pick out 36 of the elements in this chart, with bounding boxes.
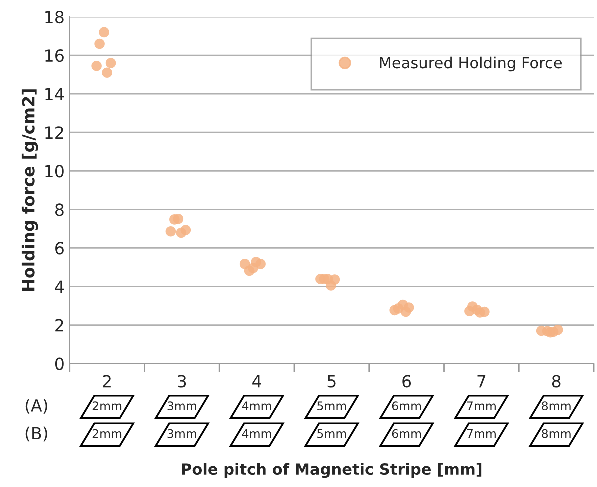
x-tick-label: 5 [328,375,336,388]
text: 3mm [168,402,196,411]
y-tick-label: 6 [56,242,64,255]
text: 5mm [318,430,346,438]
x-tick-label: 6 [402,375,412,388]
x-tick-label: 2 [103,375,111,388]
y-tick-label: 2 [56,319,64,332]
text: 4mm [242,402,272,410]
text: (B) [26,426,48,442]
x-tick-label: 8 [552,375,561,388]
y-tick-label: 8 [56,204,64,216]
y-tick-label: 4 [55,280,64,294]
text: 6mm [392,429,422,438]
text: 7mm [467,430,496,438]
text: 8mm [542,429,571,438]
text: 2mm [92,429,122,438]
y-tick-label: 16 [46,50,64,62]
text: 5mm [318,402,346,411]
x-tick-label: 3 [178,375,186,388]
y-tick-label: 18 [46,11,64,24]
x-tick-label: 7 [478,375,486,388]
x-axis-title: Pole pitch of Magnetic Stripe [mm] [182,463,482,478]
text: 7mm [467,402,496,410]
text: 6mm [392,402,422,411]
y-tick-label: 0 [55,358,64,370]
text: (A) [26,399,48,414]
y-axis-title: Holding force [g/cm2] [22,90,38,292]
x-tick-label: 4 [252,375,262,388]
text: 3mm [168,429,196,438]
y-tick-label: 14 [46,88,64,100]
text: 4mm [242,430,272,438]
y-tick-label: 10 [46,165,64,178]
text: 2mm [92,402,122,410]
y-tick-label: 12 [46,126,64,139]
text: 8mm [542,402,571,411]
legend-label: Measured Holding Force [380,56,562,72]
